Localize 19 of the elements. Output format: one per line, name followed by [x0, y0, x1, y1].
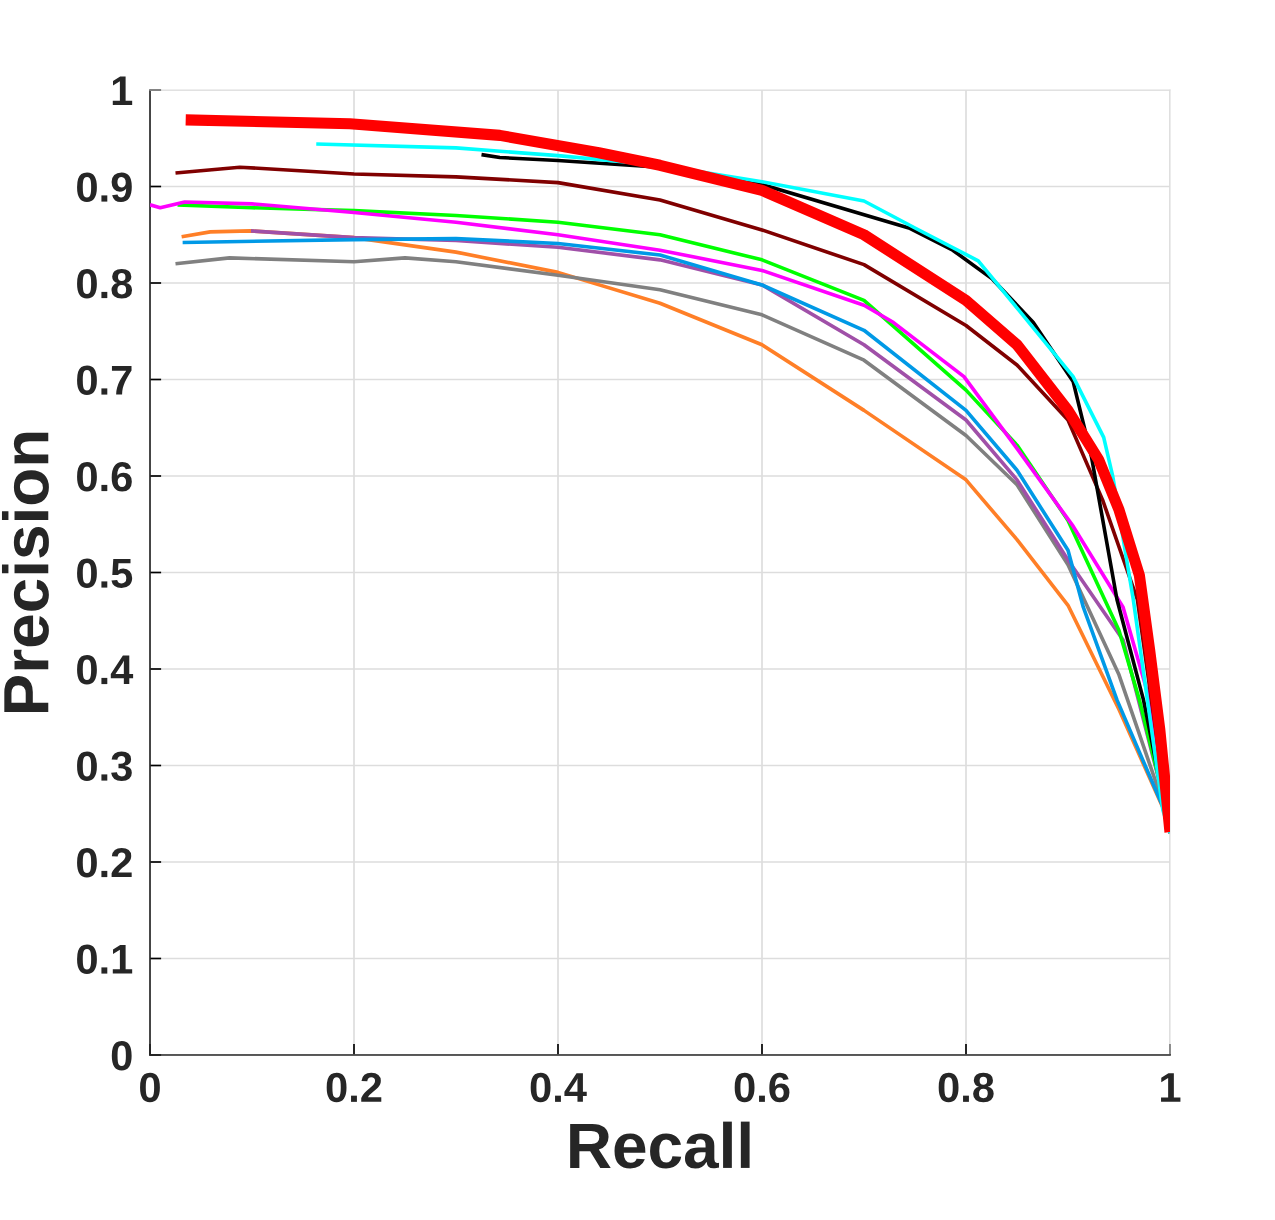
y-tick-label: 0.2: [77, 848, 132, 878]
y-tick-label: 1: [112, 76, 133, 106]
x-tick-label: 0.4: [530, 1072, 587, 1103]
x-tick-label: 0.8: [938, 1072, 994, 1103]
x-tick-label: 0: [140, 1072, 160, 1103]
x-tick-label: 0.2: [326, 1072, 382, 1103]
x-tick-label: 0.6: [734, 1072, 790, 1103]
y-tick-label: 0.9: [77, 172, 132, 203]
y-tick-label: 0.5: [77, 558, 133, 589]
x-axis-title: Recall: [570, 1121, 750, 1169]
y-tick-label: 0.7: [77, 365, 132, 396]
y-tick-label: 0.3: [77, 751, 132, 782]
y-tick-label: 0: [111, 1041, 132, 1071]
y-tick-label: 0.6: [77, 462, 132, 492]
y-tick-label: 0.1: [77, 944, 133, 975]
x-tick-label: 1: [1161, 1073, 1181, 1102]
y-axis-title: Precision: [1, 432, 49, 713]
y-tick-label: 0.4: [77, 655, 134, 685]
y-tick-label: 0.8: [77, 269, 133, 299]
